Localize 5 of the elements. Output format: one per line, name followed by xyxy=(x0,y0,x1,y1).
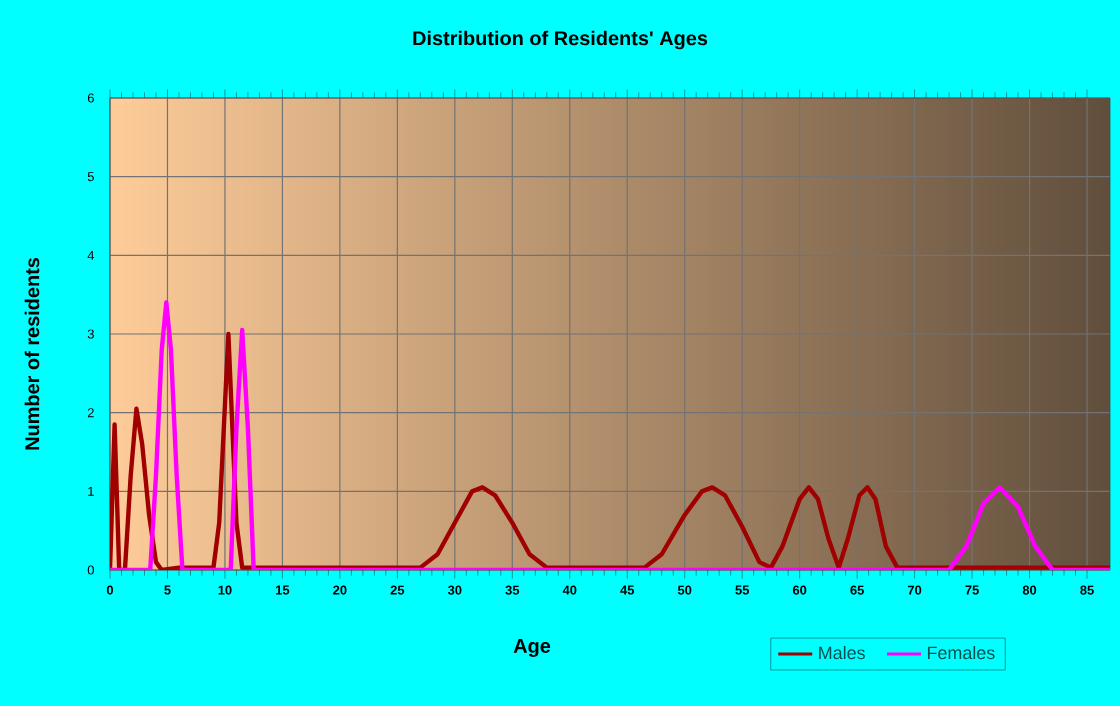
x-axis-title: Age xyxy=(513,639,551,657)
legend-label: Males xyxy=(819,646,865,660)
y-axis-title: Number of residents xyxy=(24,257,40,450)
legend-label: Females xyxy=(927,646,995,660)
chart-title: Distribution of Residents' Ages xyxy=(413,30,708,50)
